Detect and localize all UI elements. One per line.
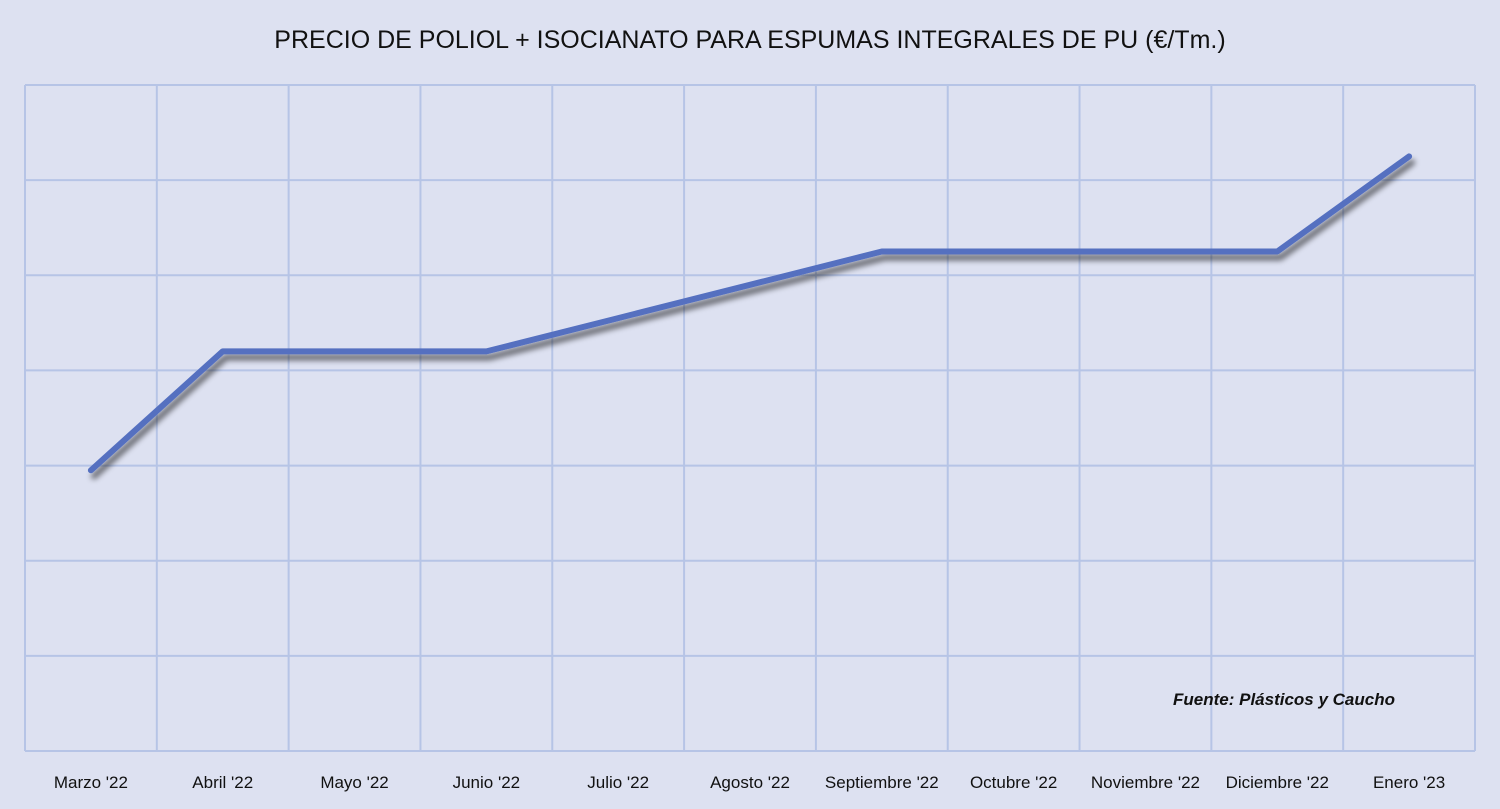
data-point <box>1142 249 1148 255</box>
x-axis-tick-labels: Marzo '22 Abril '22 Mayo '22 Junio '22 Julio… <box>54 773 1445 792</box>
x-tick-label: Abril '22 <box>192 773 253 792</box>
x-tick-label: Marzo '22 <box>54 773 128 792</box>
data-point <box>483 348 489 354</box>
x-tick-label: Octubre '22 <box>970 773 1057 792</box>
x-tick-label: Agosto '22 <box>710 773 790 792</box>
chart-title: PRECIO DE POLIOL + ISOCIANATO PARA ESPUM… <box>274 26 1225 54</box>
x-tick-label: Enero '23 <box>1373 773 1445 792</box>
x-tick-label: Septiembre '22 <box>825 773 939 792</box>
data-point <box>879 249 885 255</box>
x-tick-label: Mayo '22 <box>320 773 388 792</box>
data-point <box>1274 249 1280 255</box>
data-point <box>747 282 753 288</box>
series-line-0 <box>87 153 1413 474</box>
x-tick-label: Junio '22 <box>453 773 521 792</box>
x-tick-label: Noviembre '22 <box>1091 773 1200 792</box>
source-note: Fuente: Plásticos y Caucho <box>1173 690 1395 709</box>
data-point <box>220 348 226 354</box>
data-point <box>352 348 358 354</box>
data-point <box>1406 153 1412 159</box>
data-point <box>615 315 621 321</box>
x-tick-label: Diciembre '22 <box>1226 773 1329 792</box>
grid <box>24 84 1476 752</box>
data-point <box>88 467 94 473</box>
series-layer <box>87 153 1413 474</box>
x-tick-label: Julio '22 <box>587 773 649 792</box>
data-point <box>1011 249 1017 255</box>
